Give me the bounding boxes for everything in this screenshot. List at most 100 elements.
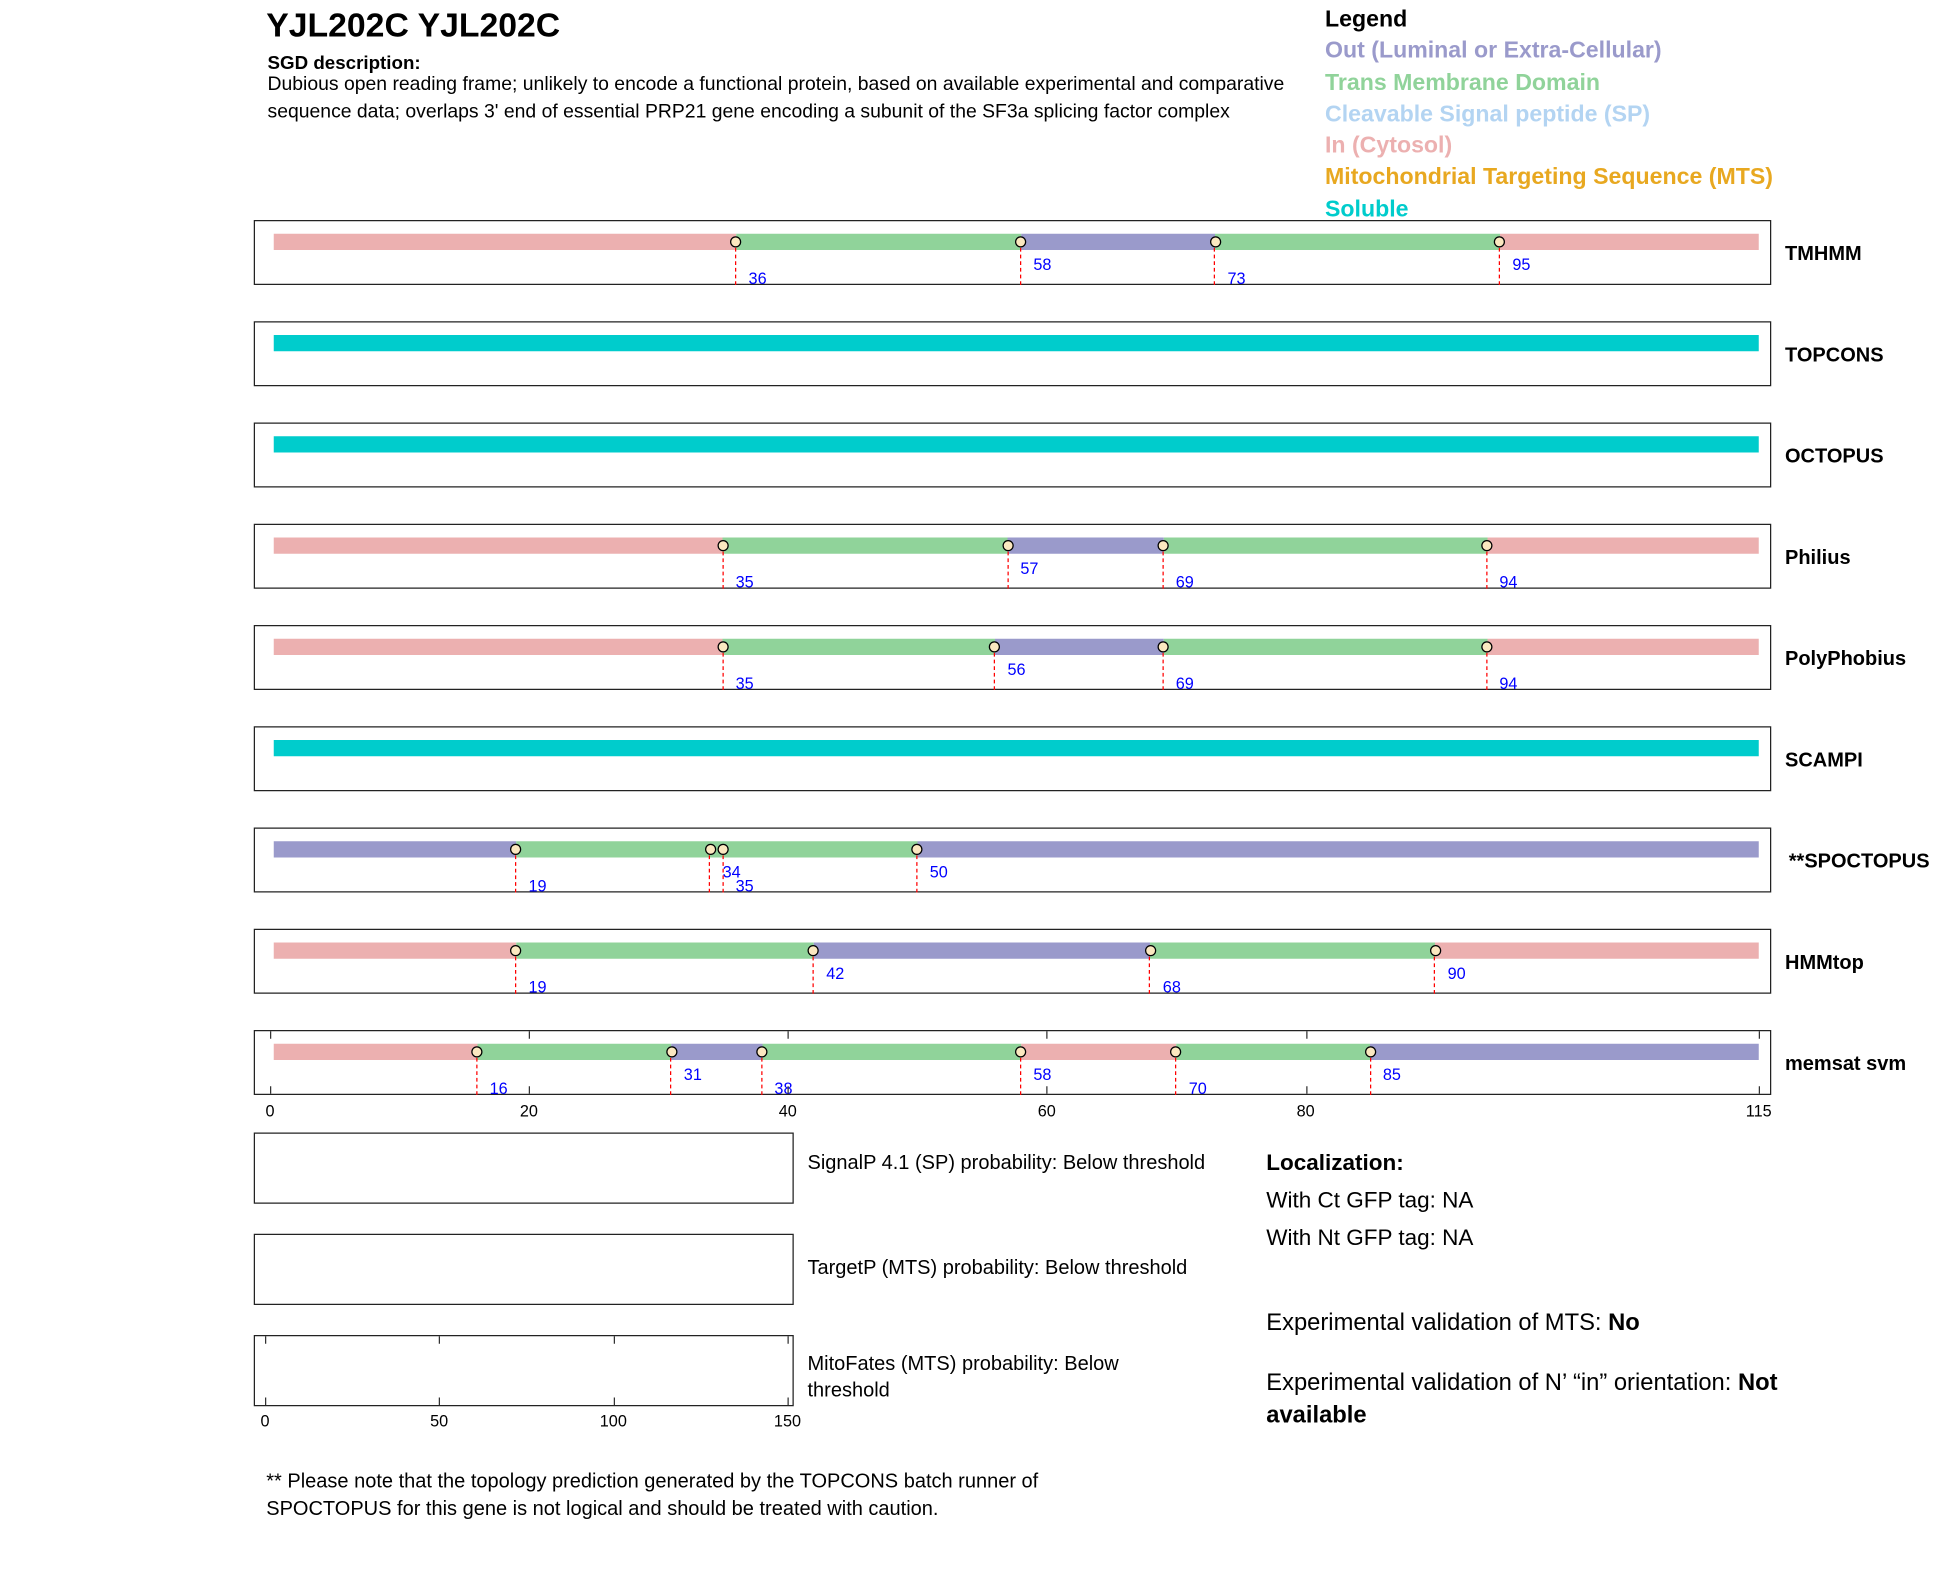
segment-tm xyxy=(723,840,918,857)
segment-in xyxy=(1486,536,1759,554)
boundary-label: 19 xyxy=(528,977,547,997)
segment-tm xyxy=(515,840,711,857)
boundary-label: 36 xyxy=(748,268,767,288)
axis-tick-label: 80 xyxy=(1296,1101,1315,1120)
boundary-line xyxy=(1485,545,1488,589)
prob-axis-tick xyxy=(613,1397,615,1405)
segment-in xyxy=(1499,233,1759,250)
orientation-validation-label: Experimental validation of N’ “in” orien… xyxy=(1266,1370,1738,1397)
track-box xyxy=(253,422,1772,488)
boundary-marker xyxy=(808,944,820,956)
boundary-label: 69 xyxy=(1175,673,1194,693)
prob-axis-tick-label: 0 xyxy=(260,1411,270,1430)
boundary-marker xyxy=(1157,539,1169,551)
boundary-marker xyxy=(1429,944,1441,956)
prob-axis-tick-label: 100 xyxy=(599,1411,627,1430)
boundary-line xyxy=(1175,1051,1177,1095)
boundary-line xyxy=(1019,1051,1022,1095)
boundary-label: 73 xyxy=(1227,268,1246,288)
segment-tm xyxy=(477,1043,672,1060)
boundary-label: 56 xyxy=(1007,660,1026,679)
boundary-marker xyxy=(756,1045,768,1057)
boundary-marker xyxy=(989,640,1001,652)
boundary-line xyxy=(735,241,737,285)
legend-item-sp: Cleavable Signal peptide (SP) xyxy=(1325,99,1651,127)
legend-item-soluble: Soluble xyxy=(1325,194,1409,221)
axis-tick xyxy=(270,1086,272,1094)
track-label: memsat svm xyxy=(1785,1053,1907,1075)
prob-axis-tick xyxy=(265,1336,267,1344)
track-label: TOPCONS xyxy=(1785,345,1884,367)
segment-out xyxy=(994,638,1164,655)
boundary-label: 94 xyxy=(1499,673,1518,693)
legend: Legend Out (Luminal or Extra-Cellular) T… xyxy=(1325,5,1773,226)
legend-item-mts: Mitochondrial Targeting Sequence (MTS) xyxy=(1325,163,1773,190)
segment-in xyxy=(273,1043,478,1060)
segment-out xyxy=(917,840,1759,857)
segment-tm xyxy=(761,1043,1021,1060)
segment-in xyxy=(1486,638,1759,655)
axis-tick xyxy=(787,1031,790,1039)
sgd-heading: SGD description: xyxy=(267,52,421,74)
signalp-text: SignalP 4.1 (SP) probability: Below thre… xyxy=(807,1152,1206,1174)
boundary-marker xyxy=(717,640,729,652)
prob-axis-tick xyxy=(787,1397,789,1405)
boundary-label: 42 xyxy=(826,963,845,983)
boundary-label: 95 xyxy=(1512,255,1531,274)
boundary-line xyxy=(722,848,724,893)
segment-in xyxy=(1020,1043,1177,1060)
segment-out xyxy=(671,1043,762,1060)
track-box xyxy=(253,928,1772,994)
track-label: SCAMPI xyxy=(1785,750,1863,772)
gene-title: YJL202C YJL202C xyxy=(266,6,561,44)
segment-in xyxy=(273,536,724,554)
boundary-label: 34 xyxy=(722,862,741,882)
targetp-plot xyxy=(253,1233,794,1305)
axis-tick-label: 115 xyxy=(1745,1101,1772,1120)
boundary-label: 85 xyxy=(1382,1065,1401,1084)
boundary-line xyxy=(722,646,724,690)
prob-axis-tick-label: 50 xyxy=(430,1411,449,1430)
footnote-line-2: SPOCTOPUS for this gene is not logical a… xyxy=(266,1498,939,1520)
axis-tick xyxy=(1046,1086,1048,1094)
orientation-validation-value: Not xyxy=(1737,1370,1778,1397)
boundary-label: 90 xyxy=(1447,963,1466,983)
axis-tick xyxy=(1305,1031,1307,1039)
axis-tick xyxy=(1758,1031,1760,1039)
boundary-line xyxy=(1498,241,1501,285)
boundary-line xyxy=(709,848,711,893)
segment-tm xyxy=(736,233,1021,250)
boundary-label: 31 xyxy=(683,1065,702,1084)
track-box xyxy=(253,523,1772,589)
axis-tick xyxy=(1758,1086,1760,1094)
boundary-line xyxy=(1485,646,1488,690)
boundary-label: 68 xyxy=(1162,977,1181,997)
boundary-label: 94 xyxy=(1499,572,1518,592)
boundary-marker xyxy=(1015,235,1027,247)
boundary-marker xyxy=(1002,539,1014,551)
segment-in xyxy=(273,638,724,655)
boundary-label: 58 xyxy=(1033,255,1052,274)
axis-tick xyxy=(787,1086,790,1094)
legend-item-in: In (Cytosol) xyxy=(1325,131,1453,158)
axis-tick-label: 40 xyxy=(778,1101,797,1120)
boundary-line xyxy=(994,646,996,690)
segment-soluble xyxy=(273,739,1759,756)
segment-out xyxy=(1370,1043,1759,1060)
axis-tick xyxy=(528,1086,531,1094)
targetp-text: TargetP (MTS) probability: Below thresho… xyxy=(807,1257,1188,1279)
orientation-validation: Experimental validation of N’ “in” orien… xyxy=(1266,1370,1777,1398)
boundary-marker xyxy=(1209,235,1221,247)
mitofates-text-1: MitoFates (MTS) probability: Below xyxy=(807,1353,1119,1375)
boundary-line xyxy=(515,950,517,994)
boundary-label: 35 xyxy=(735,572,754,592)
boundary-line xyxy=(476,1051,478,1095)
prob-axis-tick xyxy=(613,1336,615,1344)
segment-soluble xyxy=(273,435,1759,452)
segment-out xyxy=(1020,233,1216,250)
boundary-marker xyxy=(1481,640,1493,652)
boundary-marker xyxy=(1494,235,1506,247)
boundary-line xyxy=(812,950,815,994)
boundary-label: 35 xyxy=(735,876,754,895)
